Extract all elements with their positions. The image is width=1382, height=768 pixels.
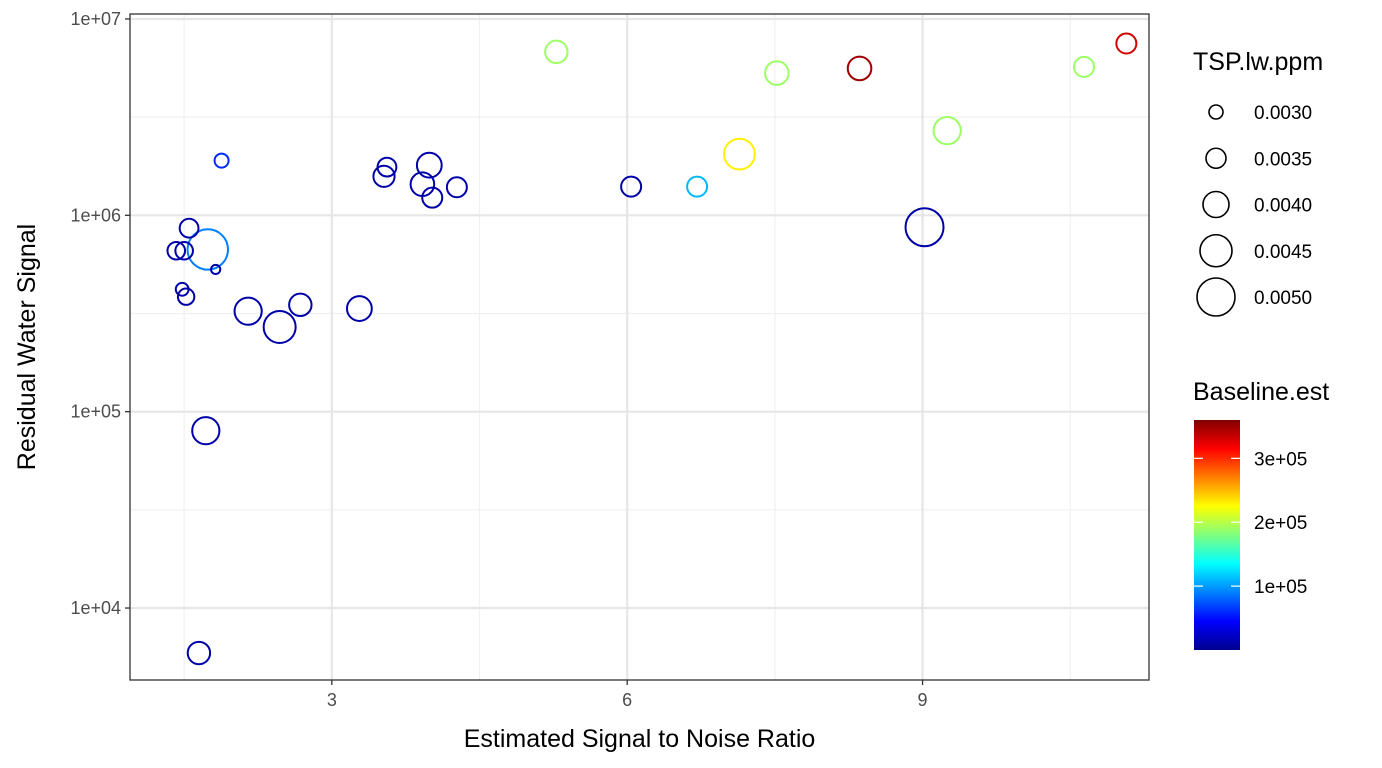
y-tick-label: 1e+04 bbox=[70, 598, 121, 618]
data-point bbox=[376, 156, 398, 178]
data-point bbox=[166, 240, 187, 261]
size-legend-label: 0.0030 bbox=[1254, 103, 1312, 124]
data-point bbox=[620, 175, 643, 198]
data-point bbox=[233, 296, 263, 326]
data-point bbox=[445, 176, 468, 199]
data-point bbox=[846, 55, 873, 82]
color-bar bbox=[1194, 420, 1240, 650]
size-legend-key bbox=[1202, 190, 1230, 219]
data-point bbox=[174, 240, 194, 261]
data-point bbox=[415, 151, 443, 179]
grid-lines bbox=[130, 14, 1149, 680]
color-legend: Baseline.est 1e+05 2e+05 3e+05 bbox=[1193, 378, 1329, 650]
data-point bbox=[904, 207, 945, 248]
size-legend-label: 0.0035 bbox=[1254, 149, 1312, 170]
data-point bbox=[174, 281, 190, 297]
size-legend-key bbox=[1205, 147, 1227, 170]
data-point bbox=[544, 39, 569, 65]
y-tick-label: 1e+06 bbox=[70, 205, 121, 225]
x-tick-label: 9 bbox=[918, 690, 928, 710]
plot-panel-border bbox=[129, 13, 1150, 681]
data-point bbox=[262, 309, 297, 344]
plot-panel-background bbox=[130, 14, 1149, 680]
size-legend-key bbox=[1199, 233, 1233, 268]
y-axis-title: Residual Water Signal bbox=[13, 224, 41, 470]
size-legend-key bbox=[1196, 277, 1236, 317]
data-point bbox=[213, 152, 230, 169]
x-tick-label: 3 bbox=[327, 690, 337, 710]
data-point bbox=[723, 137, 756, 171]
size-legend: TSP.lw.ppm 0.0030 0.0035 0.0040 0.0045 0.005… bbox=[1193, 48, 1323, 317]
x-tick-label: 6 bbox=[622, 690, 632, 710]
data-points bbox=[166, 32, 1138, 666]
data-point bbox=[178, 217, 200, 239]
data-point bbox=[345, 295, 373, 322]
color-legend-label: 3e+05 bbox=[1254, 449, 1307, 470]
size-legend-key bbox=[1208, 104, 1224, 120]
data-point bbox=[764, 60, 790, 86]
color-legend-label: 1e+05 bbox=[1254, 577, 1307, 598]
color-legend-title: Baseline.est bbox=[1193, 378, 1329, 406]
size-legend-label: 0.0050 bbox=[1254, 288, 1312, 309]
color-legend-label: 2e+05 bbox=[1254, 513, 1307, 534]
size-legend-label: 0.0045 bbox=[1254, 242, 1312, 263]
data-point bbox=[932, 116, 962, 146]
axis-ticks: 3 6 9 1e+04 1e+05 1e+06 1e+07 bbox=[70, 9, 927, 710]
data-point bbox=[1115, 32, 1138, 55]
size-legend-title: TSP.lw.ppm bbox=[1193, 48, 1323, 76]
y-tick-label: 1e+07 bbox=[70, 9, 121, 29]
data-point bbox=[288, 292, 313, 318]
data-point bbox=[421, 186, 444, 209]
data-point bbox=[186, 228, 229, 271]
data-point bbox=[191, 416, 221, 446]
data-point bbox=[372, 164, 396, 188]
data-point bbox=[176, 287, 196, 306]
size-legend-label: 0.0040 bbox=[1254, 196, 1312, 217]
data-point bbox=[210, 263, 222, 276]
data-point bbox=[186, 640, 212, 666]
data-point bbox=[1073, 55, 1096, 78]
data-point bbox=[686, 175, 709, 198]
y-tick-label: 1e+05 bbox=[70, 402, 121, 422]
x-axis-title: Estimated Signal to Noise Ratio bbox=[464, 725, 816, 753]
